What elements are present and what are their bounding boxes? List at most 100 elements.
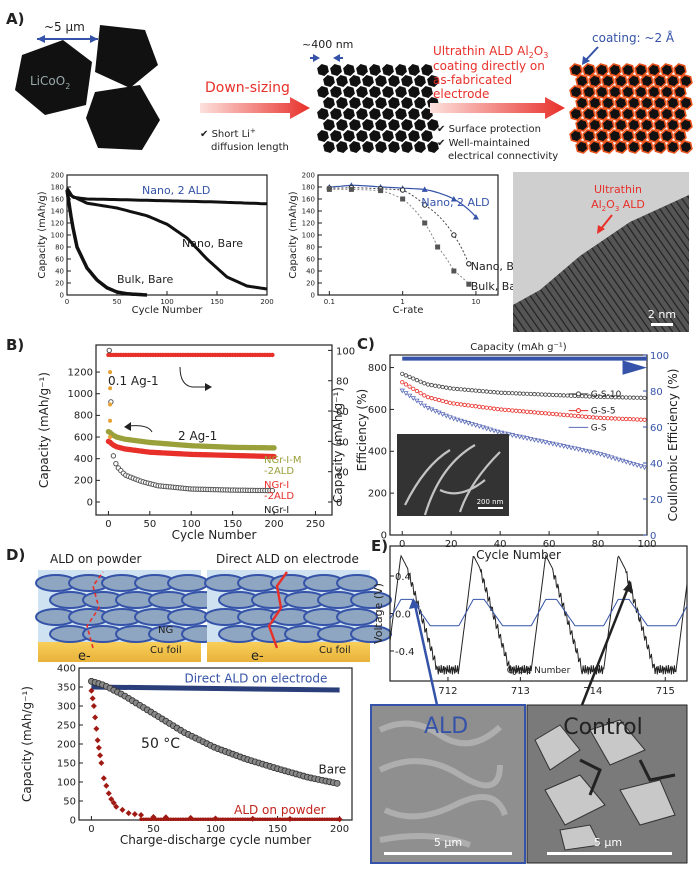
coated-particle — [621, 107, 635, 121]
nano-particle — [336, 97, 348, 109]
series-ald-powder-point — [335, 817, 339, 822]
series-g-s-5-point — [565, 413, 570, 418]
series-g-s-5-point — [576, 414, 581, 419]
series-ald-powder-point — [327, 817, 332, 822]
nano-particle — [323, 75, 335, 87]
series-gs-point — [634, 463, 640, 468]
inset-scale-label: 200 nm — [477, 498, 504, 506]
bullet-well: ✔ Well-maintained — [437, 138, 530, 149]
y-tick-label: 800 — [368, 363, 387, 374]
y-tick-label: 80 — [306, 243, 315, 251]
nano-particle — [388, 75, 400, 87]
nano-particle — [323, 119, 335, 131]
control-pointer-head — [623, 581, 633, 593]
series-gs-point — [623, 459, 629, 465]
series-ald-powder-point — [317, 817, 322, 822]
series-ald-powder-point — [231, 817, 235, 822]
temperature-label: 50 °C — [141, 736, 180, 752]
series-g-s-5-point — [469, 403, 475, 408]
series-ald-powder-point — [228, 817, 233, 822]
y-tick-label: 0 — [87, 497, 93, 508]
nano-particle — [349, 97, 361, 109]
coated-particle — [660, 63, 674, 77]
nano-particle — [356, 130, 368, 142]
series-g-s-10-point — [521, 391, 526, 396]
micron-scale-label: ~5 μm — [44, 20, 85, 34]
x-tick-label: 0 — [65, 298, 69, 306]
series-gs-point — [579, 448, 585, 453]
series-gs-point — [630, 462, 637, 467]
initial-cycle-point — [108, 370, 113, 375]
series-g-s-10-point — [451, 386, 456, 391]
series-ald-powder-point — [156, 817, 161, 822]
series-g-s-5-point — [458, 402, 464, 407]
series-g-s-10-point — [642, 395, 647, 400]
coated-particle — [666, 96, 680, 110]
y-tick-label: 100 — [57, 777, 76, 788]
nano-particle — [356, 108, 368, 120]
x-tick-label: 100 — [182, 519, 201, 530]
sem-control-image — [526, 704, 688, 864]
coated-particle — [679, 118, 693, 132]
plot-frame — [317, 174, 499, 296]
coated-particle — [608, 107, 622, 121]
nano-particle — [395, 86, 407, 98]
coated-particle — [621, 85, 635, 99]
coated-particle — [569, 107, 583, 121]
series-ald-powder-point — [181, 817, 186, 822]
bulk-licoo2-particles — [15, 25, 160, 150]
series-ald-powder-point — [125, 810, 132, 817]
series-control — [389, 554, 688, 675]
legend-marker — [575, 391, 581, 397]
series-g-s-5-point — [521, 409, 526, 414]
y2-tick-label: 80 — [650, 387, 663, 398]
x-axis-label: Cycle Number — [172, 528, 257, 542]
downsizing-arrow — [200, 97, 310, 119]
coated-particle — [647, 107, 661, 121]
series-ald-powder-point — [263, 817, 267, 822]
series-g-s-10-point — [569, 393, 574, 398]
series-g-s-5-point — [499, 407, 504, 412]
series-g-s-5-point — [451, 401, 456, 406]
series-g-s-5-point — [407, 384, 412, 389]
series-g-s-5-point — [411, 386, 416, 391]
coated-particle — [614, 74, 628, 88]
coated-particle — [601, 118, 615, 132]
series-gs-point — [421, 403, 427, 409]
panel-d-label: D) — [6, 546, 25, 564]
control-scale-label: 5 μm — [594, 836, 622, 849]
legend-nano-2ald: Nano, 2 ALD — [142, 184, 210, 197]
y-tick-label: 160 — [51, 195, 64, 203]
series-gs-point — [557, 443, 563, 449]
nano-particle — [317, 108, 329, 120]
nano-particle — [408, 64, 420, 76]
coated-particle — [647, 129, 661, 143]
coated-particle — [608, 129, 622, 143]
series-ald-powder-point — [312, 817, 317, 822]
legend-nano-2ald: Nano, 2 ALD — [421, 196, 489, 209]
coated-particle — [634, 129, 648, 143]
series-gs-point — [575, 447, 582, 452]
series-gs-point — [583, 448, 589, 454]
y-tick-label: 50 — [63, 796, 76, 807]
series-ald-powder-point — [298, 817, 302, 822]
legend-ngr-i-m: NGr-I-M — [264, 455, 302, 466]
y-axis-label: Capacity (mAh/g⁻¹) — [37, 372, 51, 488]
series-gs-point — [443, 413, 449, 419]
series-ald-powder-point — [332, 817, 337, 822]
nano-particle — [375, 97, 387, 109]
series-ald-powder-point — [151, 817, 156, 822]
series-ald-powder-point — [171, 817, 176, 822]
series-gs-point — [450, 416, 457, 422]
series-ald-powder-point — [265, 817, 270, 822]
y-tick-label: 120 — [302, 219, 315, 227]
x-tick-label: 150 — [223, 519, 242, 530]
coated-particle — [569, 85, 583, 99]
series-ald-powder-point — [238, 817, 243, 822]
y-tick-label: 200 — [74, 476, 93, 487]
series-g-s-10-point — [624, 395, 629, 400]
micron-scale-arrow — [37, 35, 98, 43]
nano-particle — [375, 119, 387, 131]
coated-particle — [575, 96, 589, 110]
legend-nano-bare: Nano, Bare — [182, 237, 243, 250]
